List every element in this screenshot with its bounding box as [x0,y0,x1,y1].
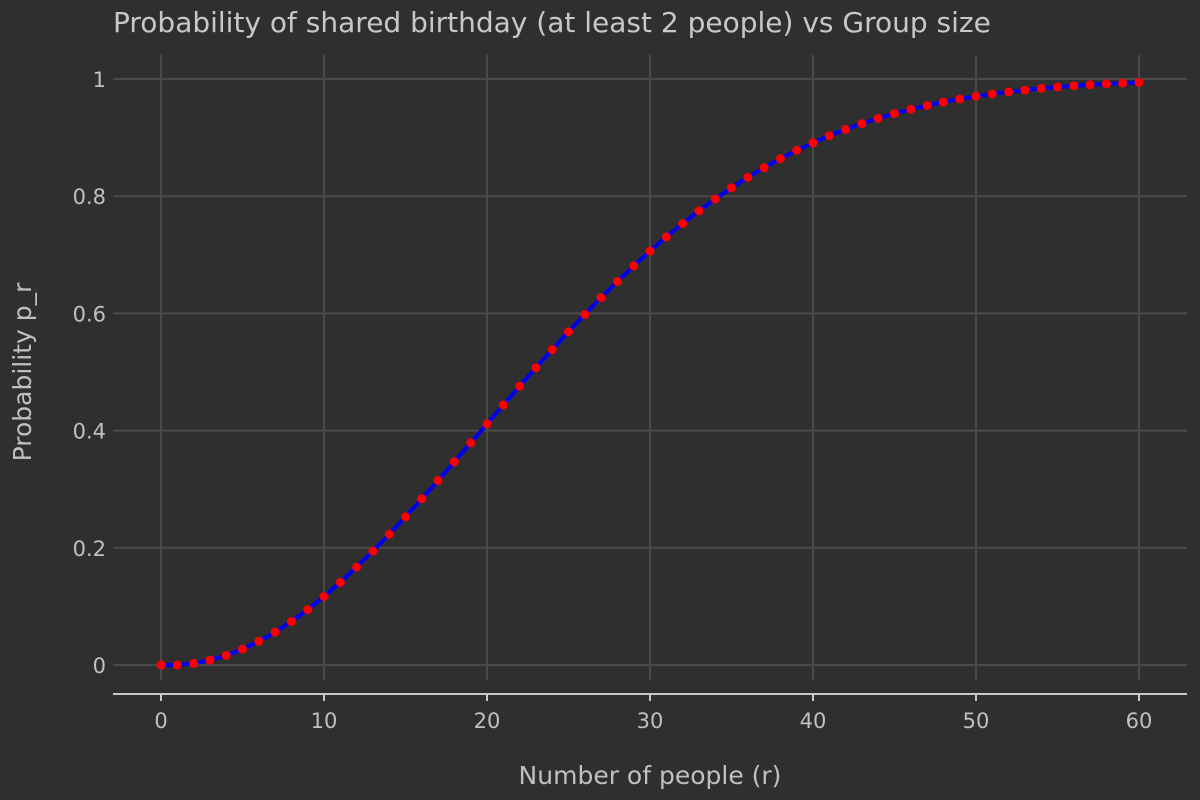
data-point [531,363,541,373]
data-point [401,512,410,522]
x-tick-label: 50 [963,709,990,733]
x-axis [113,693,1187,701]
data-point [743,172,753,182]
data-point [238,644,247,654]
x-axis-label: Number of people (r) [519,761,782,790]
y-tick-label: 0.2 [73,537,106,561]
data-point [906,104,916,114]
data-point [482,419,492,429]
data-point [1004,87,1014,97]
y-tick-label: 1 [93,68,106,92]
data-point [221,650,231,660]
data-point [596,293,606,303]
x-tick-label: 60 [1126,709,1153,733]
data-point [580,309,590,319]
data-point [759,163,769,173]
y-axis-label: Probability p_r [8,282,37,461]
data-point [335,577,345,587]
data-point [694,206,704,216]
data-point [661,232,671,242]
data-point [498,400,508,410]
data-point [449,457,459,467]
data-point [857,119,867,129]
data-point [417,494,427,504]
data-point [873,113,883,123]
data-point [466,438,476,448]
data-point [971,91,981,101]
x-axis-tick-labels: 0 10 20 30 40 50 60 [154,709,1152,733]
y-tick-label: 0 [93,654,106,678]
data-point [727,183,736,193]
data-point [205,655,215,665]
data-point [890,109,899,119]
data-point [775,154,785,164]
data-point [384,529,394,539]
x-tick-label: 30 [637,709,664,733]
data-point [189,658,199,668]
data-point [841,124,851,134]
data-point [156,660,166,670]
data-point [612,276,622,286]
y-tick-label: 0.4 [73,420,106,444]
data-point [645,246,655,256]
data-point [987,89,997,99]
x-tick-label: 40 [800,709,827,733]
data-point [1085,80,1095,90]
x-tick-label: 20 [474,709,501,733]
data-point [629,261,639,271]
data-point [678,219,688,229]
data-point [286,616,296,626]
data-point [1036,83,1046,93]
data-point [352,562,362,572]
chart-title: Probability of shared birthday (at least… [113,6,991,39]
data-point [710,194,720,204]
data-point-markers [156,77,1144,670]
data-point [824,131,834,141]
y-tick-label: 0.6 [73,302,106,326]
data-point [1101,79,1111,89]
data-point [547,345,557,355]
data-point [270,627,280,637]
data-point [564,327,573,337]
y-tick-label: 0.8 [73,185,106,209]
grid-lines [113,55,1187,680]
data-point [938,97,948,107]
data-point [1118,78,1128,88]
data-point [303,605,313,615]
data-point [1134,77,1144,87]
data-point [1053,82,1062,92]
x-tick-label: 10 [311,709,338,733]
x-tick-label: 0 [154,709,167,733]
data-point [254,636,264,646]
data-point [319,591,329,601]
data-point [808,138,818,148]
data-point [922,100,932,110]
data-point [1020,85,1030,95]
data-point [368,546,378,556]
data-point [955,94,965,104]
data-point [433,475,443,485]
data-point [172,660,182,670]
data-point [792,145,802,155]
data-point [1069,81,1079,91]
data-point [515,381,525,391]
y-axis-tick-labels: 0 0.2 0.4 0.6 0.8 1 [73,68,106,678]
